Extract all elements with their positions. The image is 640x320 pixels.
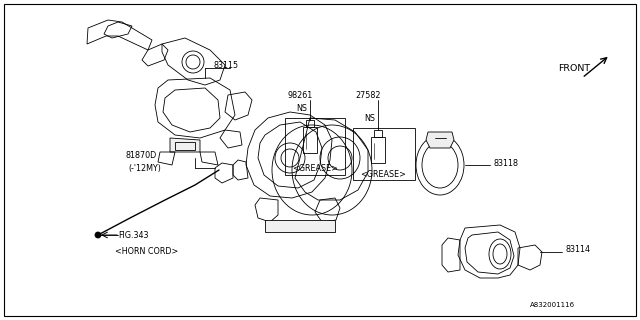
Text: 83114: 83114 [565, 245, 590, 254]
Text: NS: NS [296, 103, 307, 113]
Circle shape [95, 232, 101, 238]
Text: <HORN CORD>: <HORN CORD> [115, 247, 179, 257]
Text: FRONT: FRONT [558, 63, 590, 73]
Polygon shape [426, 132, 454, 148]
Text: <GREASE>: <GREASE> [292, 164, 338, 172]
Text: 27582: 27582 [355, 91, 381, 100]
Text: A832001116: A832001116 [530, 302, 575, 308]
Polygon shape [170, 138, 200, 152]
Text: 81870D: 81870D [125, 150, 156, 159]
Text: 83115: 83115 [213, 60, 238, 69]
Text: FIG.343: FIG.343 [118, 230, 148, 239]
Text: 83118: 83118 [493, 158, 518, 167]
Text: (-'12MY): (-'12MY) [128, 164, 161, 172]
Text: NS: NS [365, 114, 376, 123]
Text: <GREASE>: <GREASE> [360, 170, 406, 179]
Text: 98261: 98261 [287, 91, 312, 100]
Polygon shape [265, 220, 335, 232]
